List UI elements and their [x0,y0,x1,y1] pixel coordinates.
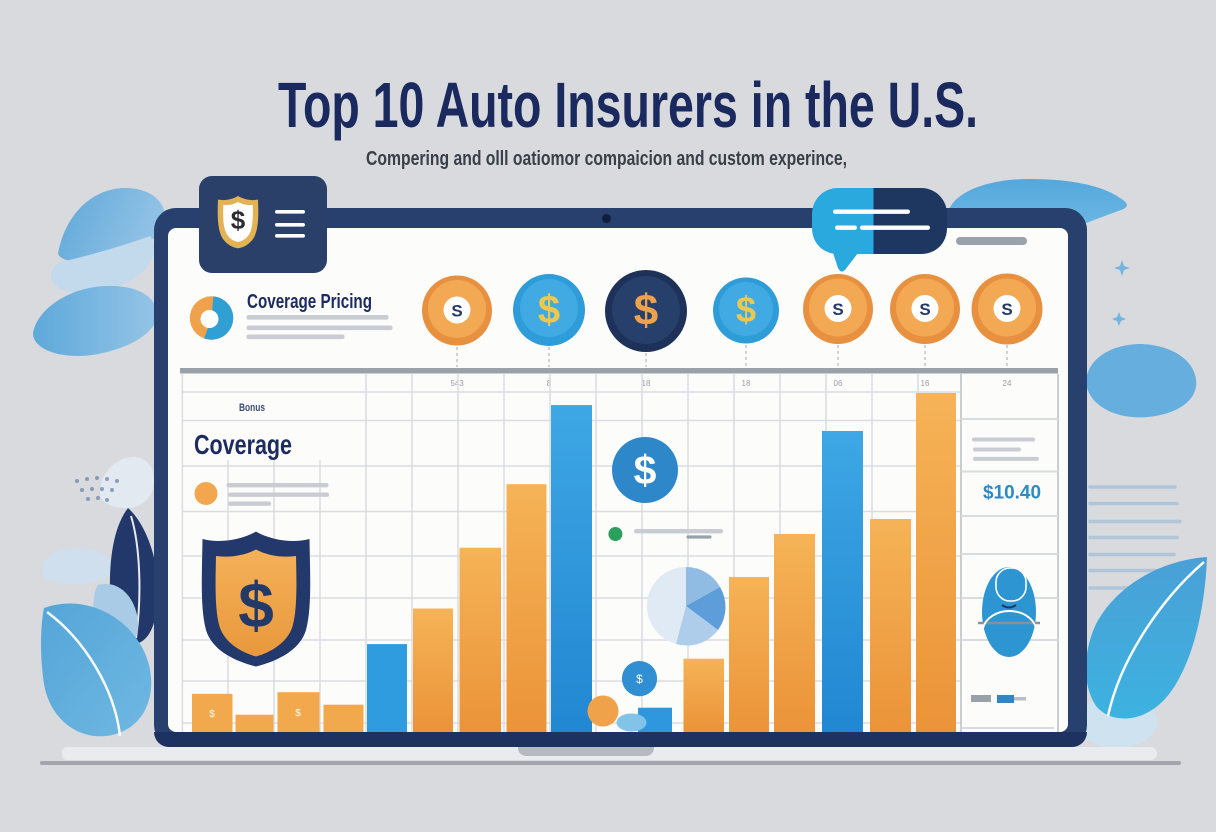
svg-text:24: 24 [1003,379,1012,388]
svg-text:Bonus: Bonus [239,402,265,414]
svg-text:$: $ [238,569,274,641]
svg-text:16: 16 [921,379,930,388]
svg-text:18: 18 [742,379,751,388]
svg-text:$: $ [634,447,657,493]
svg-text:$10.40: $10.40 [983,482,1041,504]
svg-text:S: S [1001,300,1012,319]
svg-text:$: $ [636,672,643,686]
svg-text:$: $ [538,288,560,332]
svg-text:$: $ [231,205,246,235]
svg-text:18: 18 [642,379,651,388]
svg-text:$: $ [634,286,658,335]
svg-text:$: $ [209,709,215,720]
svg-text:S: S [832,300,843,319]
svg-text:$: $ [295,708,301,719]
svg-text:S: S [451,302,462,321]
svg-text:$: $ [736,289,756,330]
svg-text:06: 06 [834,379,843,388]
svg-text:Coverage: Coverage [194,429,292,460]
svg-text:S: S [919,300,930,319]
svg-text:Coverage Pricing: Coverage Pricing [247,291,372,313]
